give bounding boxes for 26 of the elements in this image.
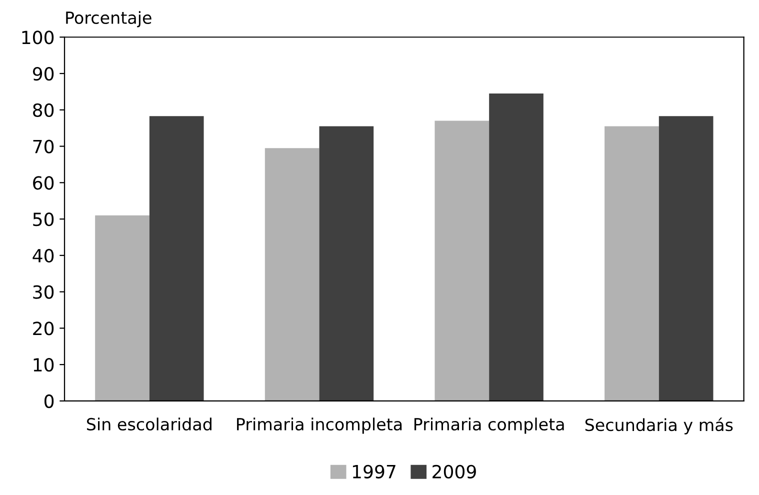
y-tick-label: 70 bbox=[33, 140, 54, 154]
bar bbox=[149, 116, 204, 401]
y-tick-label: 40 bbox=[32, 248, 54, 263]
x-tick-label: Sin escolaridad bbox=[86, 418, 212, 431]
y-axis-title: Porcentaje bbox=[66, 11, 152, 28]
bar bbox=[658, 116, 714, 401]
x-tick-label: Primaria incompleta bbox=[237, 418, 402, 434]
bar bbox=[95, 215, 150, 401]
bar bbox=[434, 120, 490, 401]
y-tick-label: 90 bbox=[32, 66, 54, 81]
x-tick-label: Secundaria y más bbox=[585, 418, 733, 434]
y-tick-label: 60 bbox=[33, 176, 54, 190]
y-tick-label: 80 bbox=[33, 103, 54, 118]
y-tick-label: 20 bbox=[33, 322, 54, 336]
y-tick-label: 0 bbox=[44, 394, 54, 408]
x-tick-label: Primaria completa bbox=[414, 418, 564, 434]
y-tick-label: 10 bbox=[34, 358, 54, 372]
y-tick-label: 30 bbox=[33, 285, 54, 299]
bar bbox=[319, 126, 374, 401]
legend-label: 2009 bbox=[432, 464, 476, 478]
y-tick-label: 50 bbox=[33, 212, 54, 226]
bar bbox=[489, 94, 544, 401]
y-tick-label: 100 bbox=[22, 30, 54, 44]
legend-label: 1997 bbox=[352, 464, 396, 478]
bar bbox=[604, 126, 659, 401]
bar bbox=[264, 148, 320, 401]
